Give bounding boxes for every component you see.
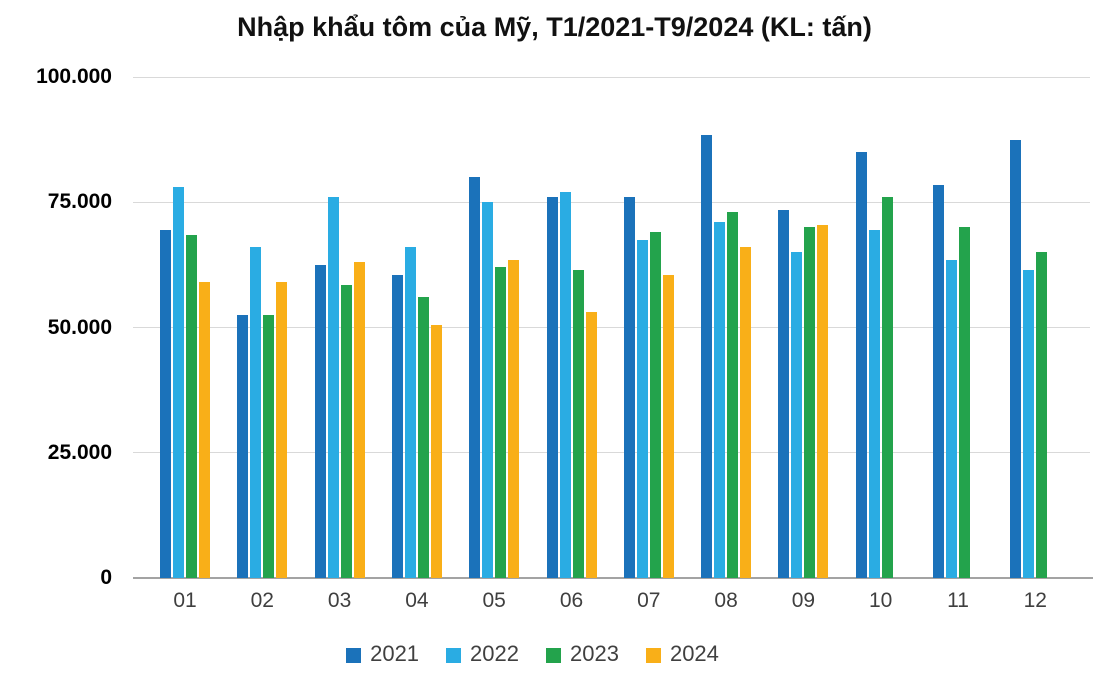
bar-2021-01 xyxy=(160,229,171,578)
x-tick-label-04: 04 xyxy=(405,589,429,612)
legend-label: 2021 xyxy=(370,641,420,666)
x-tick-label-07: 07 xyxy=(637,589,661,612)
bar-2021-02 xyxy=(237,314,249,578)
bar-2023-01 xyxy=(186,234,197,578)
bar-2023-07 xyxy=(649,232,661,578)
bar-2023-10 xyxy=(881,197,893,578)
x-axis-line xyxy=(133,577,1093,579)
bar-2024-04 xyxy=(430,325,442,578)
legend-item-2022: 2022 xyxy=(446,641,519,667)
bar-2023-09 xyxy=(804,227,816,578)
bar-group-12 xyxy=(1010,77,1060,578)
bar-2023-04 xyxy=(417,297,429,578)
bar-2022-04 xyxy=(404,247,416,578)
bar-group-09 xyxy=(778,77,829,578)
bar-2021-12 xyxy=(1010,139,1022,578)
bar-2021-05 xyxy=(469,177,481,578)
bar-group-01 xyxy=(160,77,210,578)
gridline-75.000 xyxy=(133,201,1090,203)
legend-label: 2024 xyxy=(669,641,719,666)
x-tick-label-02: 02 xyxy=(250,589,274,612)
bar-2021-03 xyxy=(314,264,326,578)
bar-2021-08 xyxy=(701,134,713,578)
bar-2023-12 xyxy=(1036,252,1048,578)
bar-2024-01 xyxy=(199,282,210,578)
bar-2024-03 xyxy=(353,262,365,578)
x-tick-label-03: 03 xyxy=(327,589,352,612)
bar-group-07 xyxy=(623,77,674,578)
x-tick-label-01: 01 xyxy=(173,589,197,612)
bar-group-03 xyxy=(314,77,365,578)
bar-2022-05 xyxy=(482,202,494,578)
bar-2022-09 xyxy=(791,252,803,578)
bar-2024-05 xyxy=(508,259,520,578)
bar-2024-06 xyxy=(585,312,597,578)
bar-2024-09 xyxy=(817,224,829,578)
bar-2021-10 xyxy=(855,152,867,578)
gridline-100.000 xyxy=(133,76,1090,78)
bar-2024-02 xyxy=(276,282,288,578)
bar-group-08 xyxy=(701,77,752,578)
bar-2023-08 xyxy=(727,212,739,578)
bar-2021-04 xyxy=(391,274,403,578)
y-tick-label: 50.000 xyxy=(47,315,112,339)
legend-swatch-icon xyxy=(346,647,362,663)
bar-2024-07 xyxy=(662,274,674,578)
chart-title: Nhập khẩu tôm của Mỹ, T1/2021-T9/2024 (K… xyxy=(237,12,872,42)
bar-2022-10 xyxy=(868,229,880,578)
x-tick-label-12: 12 xyxy=(1023,589,1047,612)
bar-2023-06 xyxy=(572,269,584,578)
legend-label: 2023 xyxy=(570,641,619,666)
bar-group-02 xyxy=(237,77,288,578)
y-tick-label: 100.000 xyxy=(36,65,112,88)
legend-swatch-icon xyxy=(645,647,661,663)
legend-item-2021: 2021 xyxy=(346,641,419,667)
bar-group-05 xyxy=(469,77,520,578)
x-tick-label-10: 10 xyxy=(869,589,893,612)
bar-2022-11 xyxy=(946,259,957,578)
bar-2023-03 xyxy=(340,284,352,578)
bar-group-11 xyxy=(933,77,983,578)
x-tick-label-05: 05 xyxy=(482,589,506,612)
y-tick-label: 0 xyxy=(100,566,112,589)
x-tick-label-06: 06 xyxy=(559,589,584,612)
bar-2022-12 xyxy=(1023,269,1035,578)
bar-2024-08 xyxy=(740,247,752,578)
bar-group-06 xyxy=(546,77,597,578)
legend-swatch-icon xyxy=(446,647,462,663)
y-tick-label: 25.000 xyxy=(47,440,112,464)
x-tick-label-09: 09 xyxy=(791,589,816,612)
bar-group-04 xyxy=(391,77,442,578)
legend: 2021 2022 2023 2024 xyxy=(0,641,1065,667)
bar-2022-06 xyxy=(559,192,571,578)
bar-2023-05 xyxy=(495,267,507,578)
x-tick-label-11: 11 xyxy=(947,589,969,612)
y-tick-label: 75.000 xyxy=(47,190,112,214)
bar-2021-06 xyxy=(546,197,558,578)
legend-item-2023: 2023 xyxy=(546,641,619,667)
bar-group-10 xyxy=(855,77,906,578)
legend-label: 2022 xyxy=(470,641,519,666)
bar-2022-07 xyxy=(636,239,648,578)
plot-area xyxy=(133,76,1093,579)
bar-2021-11 xyxy=(933,184,944,578)
bar-2022-03 xyxy=(327,197,339,578)
bar-2023-02 xyxy=(263,314,275,578)
bar-2022-01 xyxy=(173,187,184,578)
legend-item-2024: 2024 xyxy=(645,641,719,667)
legend-swatch-icon xyxy=(546,647,561,663)
x-tick-label-08: 08 xyxy=(714,589,738,612)
gridline-25.000 xyxy=(133,452,1090,454)
bar-2021-07 xyxy=(623,197,635,578)
bar-2022-02 xyxy=(250,247,262,578)
bar-2021-09 xyxy=(778,209,790,578)
gridline-50.000 xyxy=(133,327,1090,328)
bar-2022-08 xyxy=(714,222,726,578)
bar-2023-11 xyxy=(959,227,970,578)
